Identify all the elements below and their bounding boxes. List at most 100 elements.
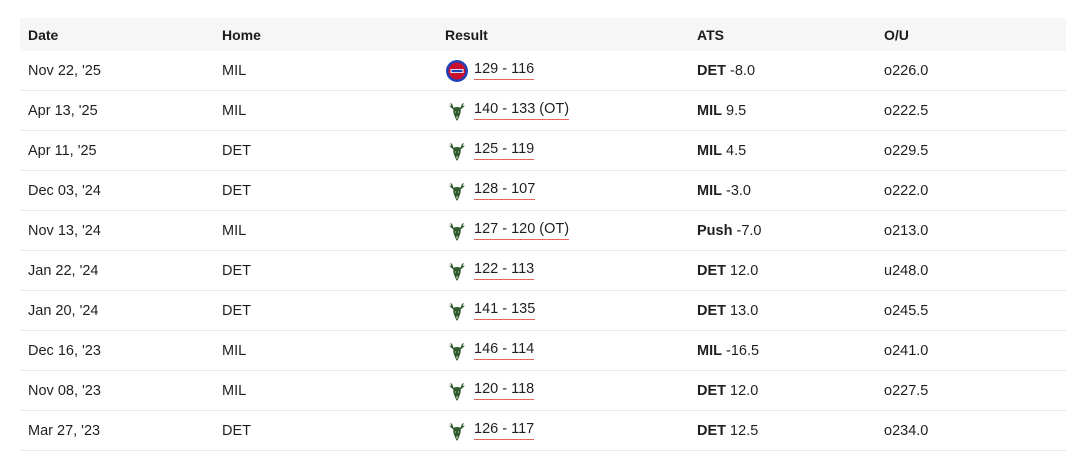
head-to-head-results: Date Home Result ATS O/U Nov 22, '25 MIL… xyxy=(20,18,1066,451)
home-team-text: MIL xyxy=(222,102,247,119)
table-row: Nov 13, '24 MIL 127 - 120 (OT) Push -7.0… xyxy=(20,210,1066,251)
bucks-logo-icon xyxy=(445,299,469,323)
home-team-text: MIL xyxy=(222,382,247,399)
column-header-ats: ATS xyxy=(689,18,876,51)
result-wrapper: 146 - 114 xyxy=(445,339,689,363)
cell-ats: MIL -3.0 xyxy=(689,170,876,211)
bucks-logo-icon xyxy=(445,139,469,163)
cell-home: MIL xyxy=(214,51,437,91)
result-wrapper: 140 - 133 (OT) xyxy=(445,99,689,123)
cell-ats: DET 13.0 xyxy=(689,290,876,331)
cell-ou: o222.5 xyxy=(876,90,1066,131)
pistons-logo-icon xyxy=(445,59,469,83)
cell-ou: o222.0 xyxy=(876,170,1066,211)
table-row: Jan 22, '24 DET 122 - 113 DET 12.0 u248.… xyxy=(20,250,1066,291)
ou-text: o229.5 xyxy=(884,142,929,159)
home-team-text: DET xyxy=(222,302,251,319)
score-link[interactable]: 120 - 118 xyxy=(474,381,535,400)
ats-team-text: MIL xyxy=(697,342,722,359)
table-row: Nov 08, '23 MIL 120 - 118 DET 12.0 o227.… xyxy=(20,370,1066,411)
ou-text: o234.0 xyxy=(884,422,929,439)
cell-home: MIL xyxy=(214,210,437,251)
cell-date: Jan 22, '24 xyxy=(20,250,214,291)
cell-ats: DET 12.0 xyxy=(689,370,876,411)
cell-ats: DET 12.5 xyxy=(689,410,876,451)
result-wrapper: 125 - 119 xyxy=(445,139,689,163)
ou-text: o245.5 xyxy=(884,302,929,319)
ats-line-text: -8.0 xyxy=(730,62,756,79)
table-row: Apr 11, '25 DET 125 - 119 MIL 4.5 o229.5 xyxy=(20,130,1066,171)
cell-date: Nov 08, '23 xyxy=(20,370,214,411)
result-wrapper: 129 - 116 xyxy=(445,59,689,83)
cell-home: MIL xyxy=(214,370,437,411)
ats-line-text: 12.0 xyxy=(730,262,759,279)
ats-team-text: DET xyxy=(697,422,726,439)
score-link[interactable]: 127 - 120 (OT) xyxy=(474,221,570,240)
ats-team-text: MIL xyxy=(697,142,722,159)
table-header-row: Date Home Result ATS O/U xyxy=(20,18,1066,51)
cell-result: 146 - 114 xyxy=(437,330,689,371)
score-link[interactable]: 140 - 133 (OT) xyxy=(474,101,570,120)
ou-text: o227.5 xyxy=(884,382,929,399)
bucks-logo-icon xyxy=(445,419,469,443)
home-team-text: DET xyxy=(222,262,251,279)
score-link[interactable]: 141 - 135 xyxy=(474,301,536,320)
cell-result: 141 - 135 xyxy=(437,290,689,331)
cell-result: 128 - 107 xyxy=(437,170,689,211)
score-link[interactable]: 122 - 113 xyxy=(474,261,535,280)
column-header-ou: O/U xyxy=(876,18,1066,51)
column-header-home: Home xyxy=(214,18,437,51)
cell-home: MIL xyxy=(214,90,437,131)
table-row: Apr 13, '25 MIL 140 - 133 (OT) MIL 9.5 o… xyxy=(20,90,1066,131)
home-team-text: MIL xyxy=(222,62,247,79)
score-link[interactable]: 125 - 119 xyxy=(474,141,535,160)
result-wrapper: 126 - 117 xyxy=(445,419,689,443)
table-row: Nov 22, '25 MIL 129 - 116 DET -8.0 o226.… xyxy=(20,51,1066,91)
score-link[interactable]: 126 - 117 xyxy=(474,421,535,440)
ats-line-text: 12.0 xyxy=(730,382,759,399)
date-text: Dec 16, '23 xyxy=(28,342,101,359)
table-row: Dec 03, '24 DET 128 - 107 MIL -3.0 o222.… xyxy=(20,170,1066,211)
cell-home: DET xyxy=(214,170,437,211)
date-text: Dec 03, '24 xyxy=(28,182,101,199)
cell-date: Mar 27, '23 xyxy=(20,410,214,451)
cell-ou: o245.5 xyxy=(876,290,1066,331)
results-table: Date Home Result ATS O/U Nov 22, '25 MIL… xyxy=(20,18,1066,451)
score-link[interactable]: 129 - 116 xyxy=(474,61,535,80)
bucks-logo-icon xyxy=(445,179,469,203)
score-link[interactable]: 128 - 107 xyxy=(474,181,536,200)
date-text: Nov 13, '24 xyxy=(28,222,101,239)
cell-date: Nov 22, '25 xyxy=(20,51,214,91)
result-wrapper: 122 - 113 xyxy=(445,259,689,283)
cell-ou: o227.5 xyxy=(876,370,1066,411)
table-body: Nov 22, '25 MIL 129 - 116 DET -8.0 o226.… xyxy=(20,51,1066,451)
ats-team-text: DET xyxy=(697,382,726,399)
ou-text: o213.0 xyxy=(884,222,929,239)
cell-date: Dec 16, '23 xyxy=(20,330,214,371)
ou-text: u248.0 xyxy=(884,262,929,279)
cell-ats: DET 12.0 xyxy=(689,250,876,291)
cell-result: 126 - 117 xyxy=(437,410,689,451)
cell-home: DET xyxy=(214,250,437,291)
ats-team-text: MIL xyxy=(697,182,722,199)
cell-home: MIL xyxy=(214,330,437,371)
home-team-text: MIL xyxy=(222,342,247,359)
cell-ou: o226.0 xyxy=(876,51,1066,91)
ats-line-text: 9.5 xyxy=(726,102,747,119)
bucks-logo-icon xyxy=(445,259,469,283)
column-header-result: Result xyxy=(437,18,689,51)
cell-date: Nov 13, '24 xyxy=(20,210,214,251)
bucks-logo-icon xyxy=(445,339,469,363)
ats-team-text: DET xyxy=(697,262,726,279)
date-text: Apr 13, '25 xyxy=(28,102,98,119)
date-text: Nov 08, '23 xyxy=(28,382,101,399)
ats-line-text: 12.5 xyxy=(730,422,759,439)
score-link[interactable]: 146 - 114 xyxy=(474,341,535,360)
bucks-logo-icon xyxy=(445,99,469,123)
bucks-logo-icon xyxy=(445,379,469,403)
home-team-text: DET xyxy=(222,422,251,439)
ats-line-text: 13.0 xyxy=(730,302,759,319)
date-text: Nov 22, '25 xyxy=(28,62,101,79)
cell-ats: Push -7.0 xyxy=(689,210,876,251)
date-text: Mar 27, '23 xyxy=(28,422,101,439)
